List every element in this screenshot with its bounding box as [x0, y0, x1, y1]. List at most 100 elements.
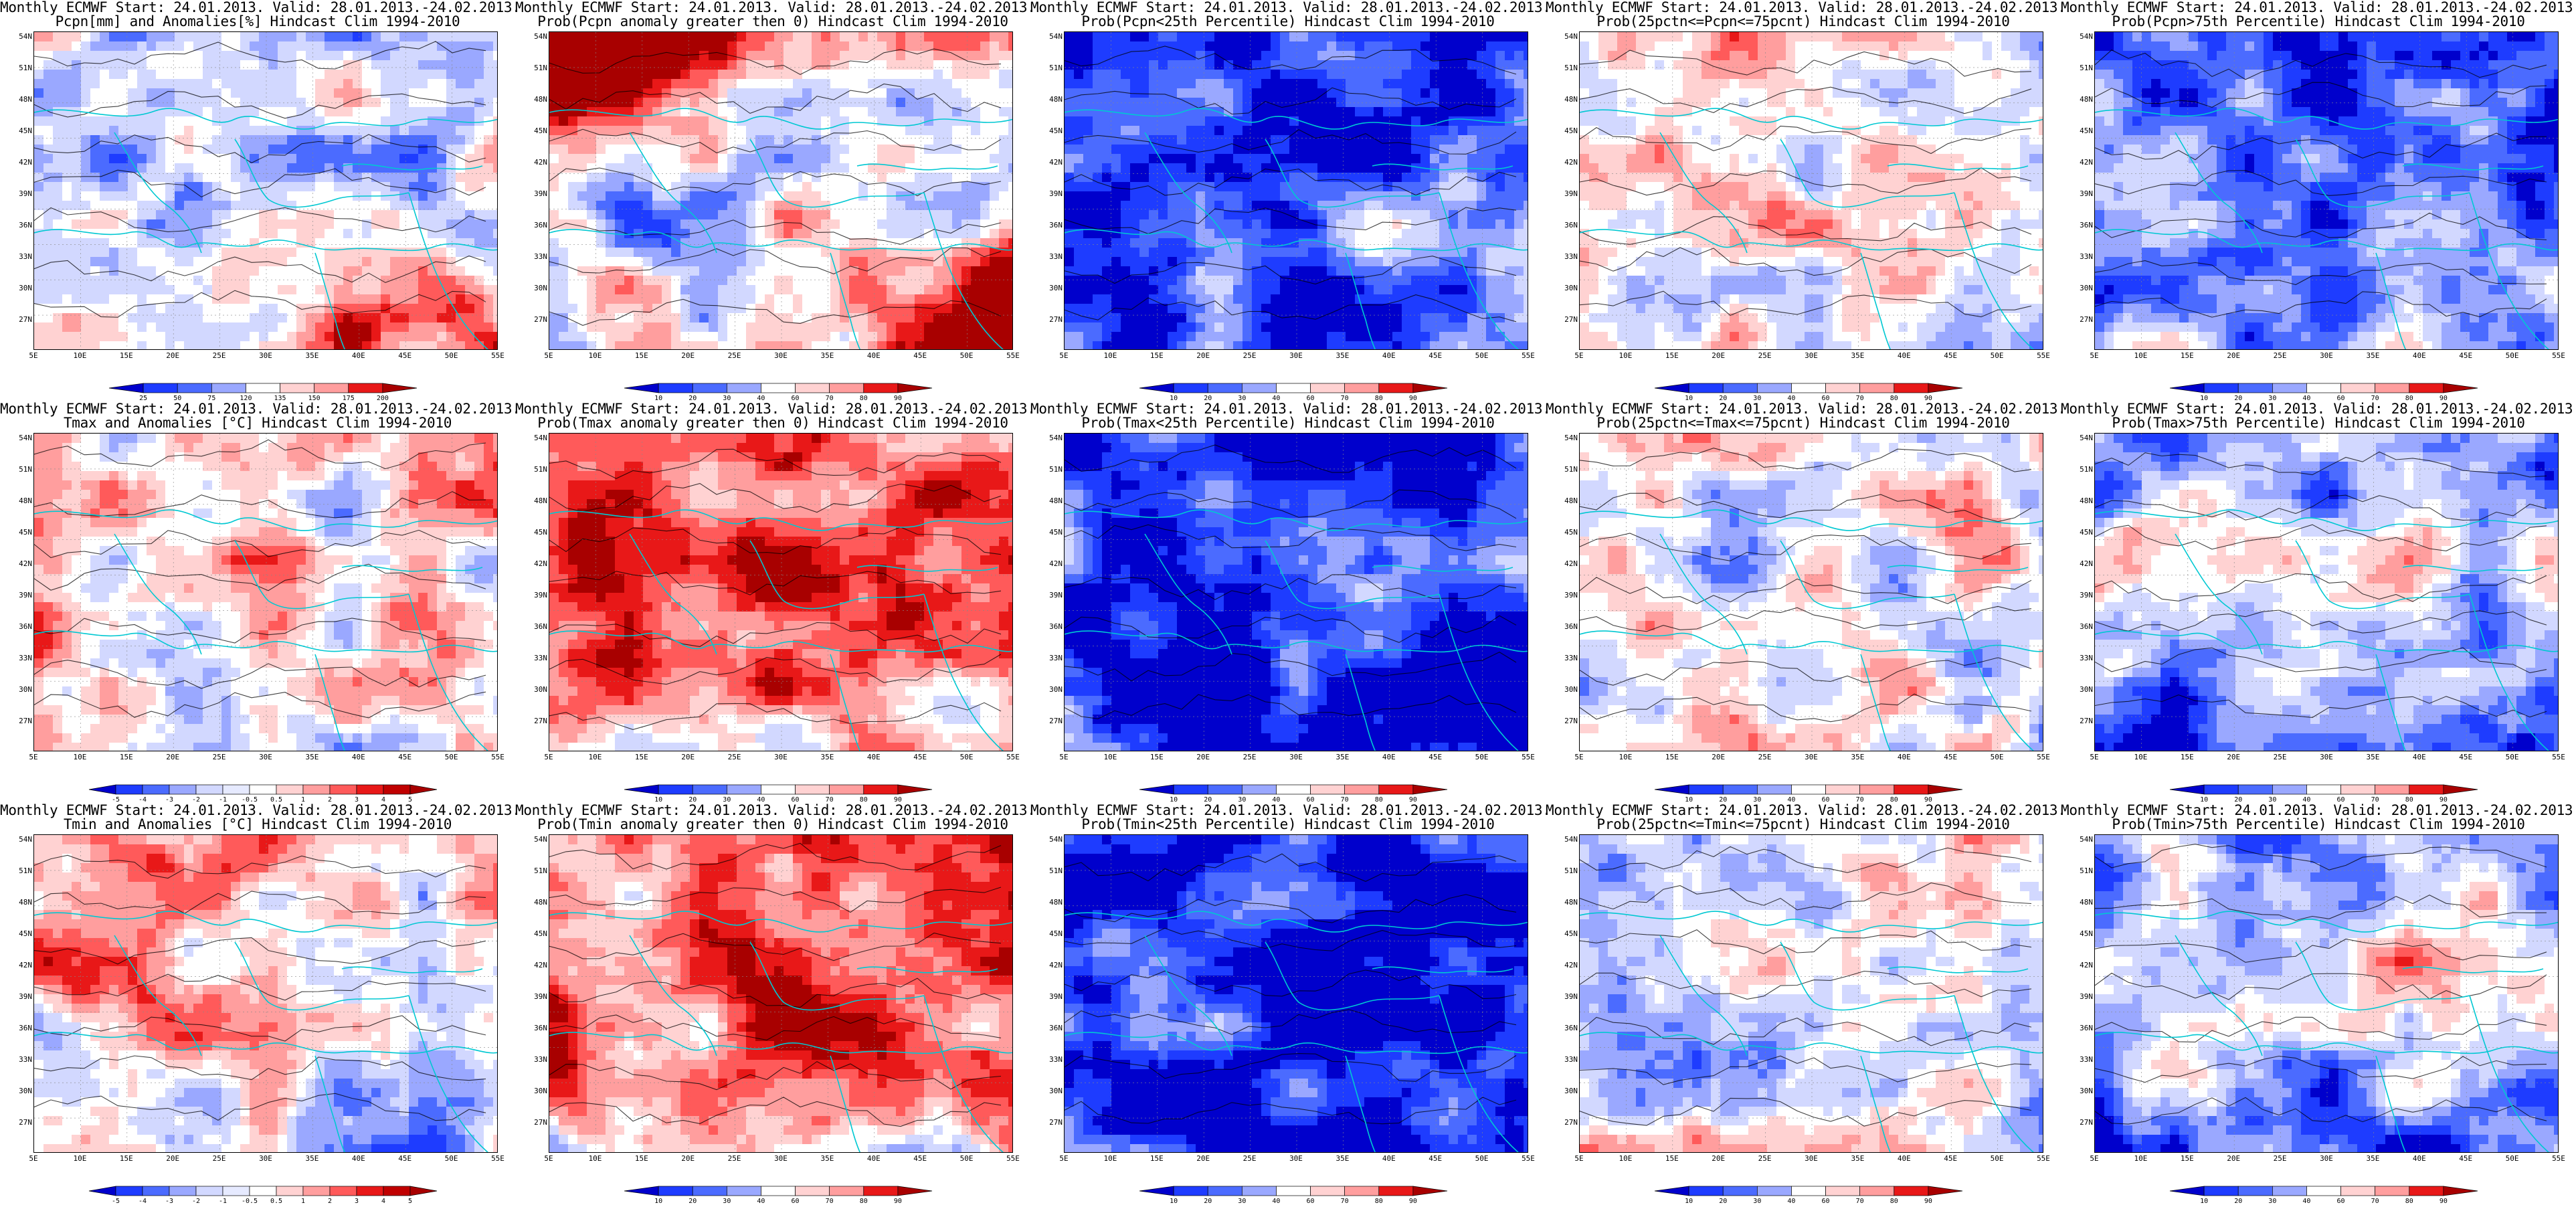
latitude-tick-label: 36N — [530, 1024, 547, 1032]
latitude-tick-label: 45N — [1045, 529, 1063, 537]
longitude-tick-label: 20E — [2223, 753, 2243, 761]
latitude-tick-label: 48N — [2076, 899, 2093, 907]
forecast-panel: Monthly ECMWF Start: 24.01.2013. Valid: … — [1030, 0, 1546, 401]
colorbar-segment — [796, 785, 830, 794]
longitude-tick-label: 25E — [2270, 352, 2290, 360]
longitude-tick-label: 50E — [1472, 352, 1492, 360]
longitude-tick-label: 10E — [585, 352, 605, 360]
colorbar-segment — [383, 383, 417, 393]
longitude-tick-label: 50E — [1472, 753, 1492, 761]
latitude-tick-label: 48N — [1045, 96, 1063, 104]
colorbar-segment — [223, 1186, 250, 1196]
latitude-tick-label: 42N — [530, 159, 547, 167]
latitude-tick-label: 30N — [2076, 686, 2093, 694]
latitude-tick-label: 45N — [530, 930, 547, 938]
longitude-tick-label: 50E — [442, 753, 462, 761]
colorbar-segment — [276, 1186, 303, 1196]
longitude-tick-label: 15E — [2177, 352, 2197, 360]
latitude-tick-label: 33N — [1560, 253, 1578, 261]
longitude-tick-label: 45E — [2456, 352, 2476, 360]
latitude-tick-label: 48N — [2076, 497, 2093, 505]
colorbar-segment — [1757, 383, 1791, 393]
forecast-panel: Monthly ECMWF Start: 24.01.2013. Valid: … — [2061, 401, 2576, 803]
latitude-tick-label: 27N — [1045, 717, 1063, 725]
longitude-tick-label: 10E — [2130, 1155, 2150, 1163]
longitude-tick-label: 25E — [1755, 753, 1775, 761]
latitude-tick-label: 54N — [2076, 836, 2093, 844]
colorbar-segment — [1928, 785, 1962, 794]
colorbar-segment — [2170, 383, 2204, 393]
longitude-tick-label: 50E — [2502, 352, 2522, 360]
colorbar-segment — [624, 785, 658, 794]
latitude-tick-label: 42N — [1560, 560, 1578, 568]
colorbar-segment — [898, 1186, 932, 1196]
colorbar-segment — [303, 785, 330, 794]
latitude-tick-label: 27N — [1045, 316, 1063, 324]
latitude-tick-label: 48N — [530, 497, 547, 505]
forecast-map — [549, 433, 1013, 751]
map-field-svg — [1580, 835, 2043, 1153]
longitude-tick-label: 40E — [2409, 753, 2429, 761]
latitude-tick-label: 33N — [1045, 654, 1063, 662]
colorbar-segment — [349, 383, 383, 393]
latitude-tick-label: 39N — [530, 993, 547, 1001]
colorbar-segment — [2444, 785, 2478, 794]
longitude-tick-label: 45E — [395, 352, 415, 360]
colorbar-segment — [330, 1186, 357, 1196]
longitude-tick-label: 40E — [349, 753, 369, 761]
colorbar-segment — [2341, 383, 2375, 393]
colorbar-segment — [727, 383, 761, 393]
latitude-tick-label: 33N — [1560, 654, 1578, 662]
longitude-tick-label: 30E — [771, 1155, 791, 1163]
colorbar-segment — [410, 1186, 437, 1196]
colorbar-legend — [1139, 383, 1447, 393]
longitude-tick-label: 45E — [1940, 352, 1960, 360]
colorbar-segment — [1413, 383, 1447, 393]
colorbar-legend — [2170, 784, 2478, 795]
colorbar-segment — [2409, 785, 2444, 794]
longitude-tick-label: 30E — [2316, 352, 2336, 360]
longitude-tick-label: 50E — [1987, 753, 2007, 761]
latitude-tick-label: 39N — [530, 190, 547, 198]
colorbar-segment — [1791, 785, 1825, 794]
latitude-tick-label: 48N — [530, 899, 547, 907]
latitude-tick-label: 36N — [1560, 623, 1578, 631]
colorbar-segment — [658, 383, 693, 393]
colorbar-segment — [1757, 1186, 1791, 1196]
longitude-tick-label: 40E — [864, 1155, 884, 1163]
longitude-tick-label: 15E — [2177, 753, 2197, 761]
colorbar-segment — [658, 1186, 693, 1196]
longitude-tick-label: 20E — [1708, 1155, 1728, 1163]
colorbar-segment — [898, 383, 932, 393]
longitude-tick-label: 15E — [116, 352, 136, 360]
longitude-tick-label: 25E — [1755, 1155, 1775, 1163]
longitude-tick-label: 30E — [1286, 352, 1306, 360]
colorbar-legend — [1139, 784, 1447, 795]
latitude-tick-label: 42N — [15, 159, 32, 167]
colorbar-segment — [177, 383, 211, 393]
longitude-tick-label: 5E — [1054, 1155, 1074, 1163]
longitude-tick-label: 15E — [632, 753, 652, 761]
panel-title-line2: Prob(Tmin>75th Percentile) Hindcast Clim… — [2061, 817, 2576, 832]
colorbar-legend — [1655, 784, 1962, 795]
longitude-tick-label: 45E — [1425, 352, 1445, 360]
longitude-tick-label: 35E — [1847, 753, 1867, 761]
longitude-tick-label: 35E — [2363, 753, 2383, 761]
longitude-tick-label: 10E — [70, 352, 90, 360]
colorbar-segment — [89, 1186, 116, 1196]
colorbar-segment — [1928, 1186, 1962, 1196]
longitude-tick-label: 45E — [2456, 753, 2476, 761]
colorbar-segment — [1174, 1186, 1208, 1196]
forecast-panel: Monthly ECMWF Start: 24.01.2013. Valid: … — [1546, 401, 2061, 803]
longitude-tick-label: 25E — [725, 1155, 745, 1163]
longitude-tick-label: 45E — [2456, 1155, 2476, 1163]
colorbar-segment — [2204, 383, 2238, 393]
colorbar-segment — [898, 785, 932, 794]
longitude-tick-label: 5E — [539, 352, 559, 360]
latitude-tick-label: 42N — [15, 560, 32, 568]
latitude-tick-label: 42N — [1045, 560, 1063, 568]
latitude-tick-label: 54N — [1560, 836, 1578, 844]
colorbar-segment — [2238, 785, 2272, 794]
latitude-tick-label: 39N — [15, 591, 32, 599]
longitude-tick-label: 35E — [1332, 753, 1352, 761]
